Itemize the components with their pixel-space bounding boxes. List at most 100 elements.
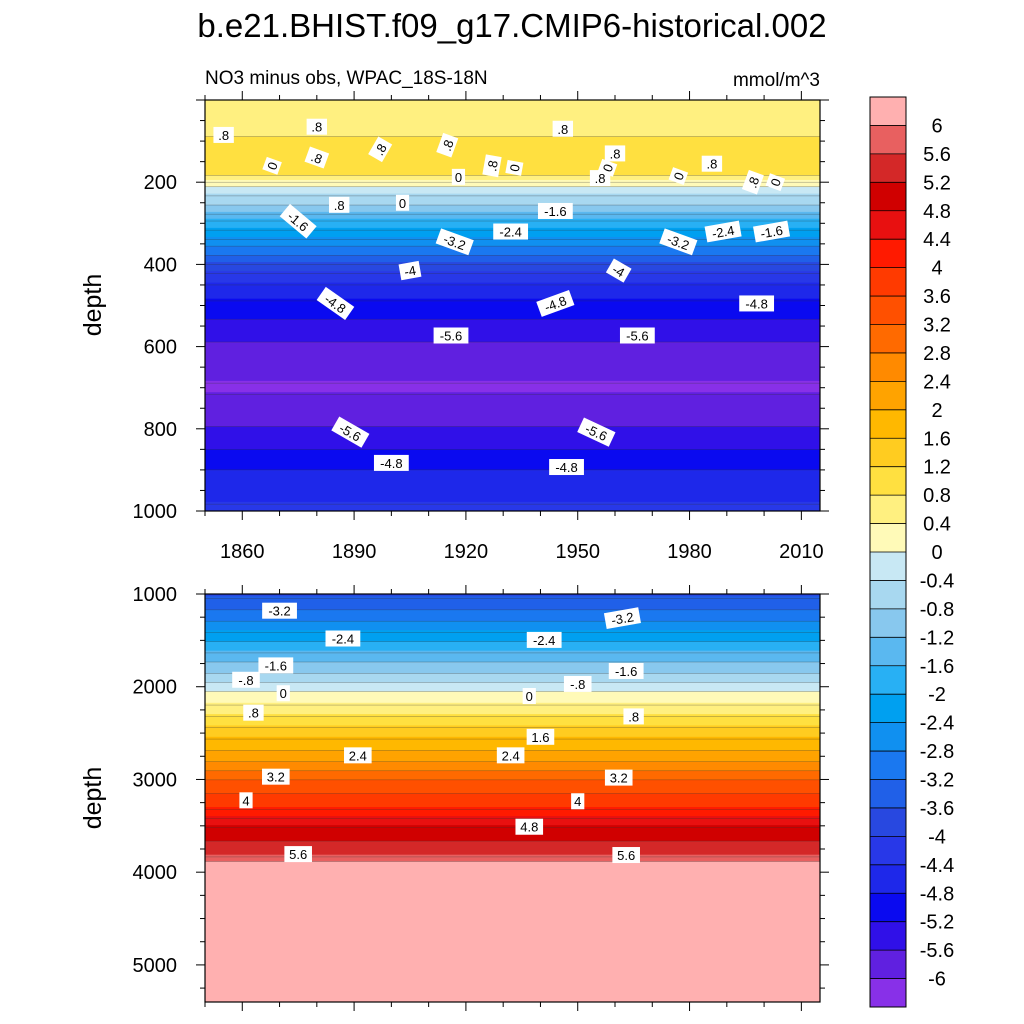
depth-band — [205, 918, 820, 921]
depth-band — [205, 684, 820, 688]
depth-band — [205, 596, 820, 600]
depth-band — [205, 289, 820, 293]
colorbar-swatch — [870, 296, 906, 325]
depth-band — [205, 634, 820, 638]
depth-band — [205, 977, 820, 980]
contour-label: .8 — [589, 170, 611, 187]
colorbar-swatch — [870, 807, 906, 837]
depth-band — [205, 179, 820, 183]
colorbar-swatch — [870, 580, 906, 610]
depth-band — [205, 922, 820, 926]
depth-band — [205, 442, 820, 446]
depth-band — [205, 109, 820, 113]
contour-label-box — [436, 132, 459, 158]
depth-band — [205, 330, 820, 334]
depth-band — [205, 986, 820, 989]
depth-band — [205, 686, 820, 690]
depth-band — [205, 314, 820, 318]
depth-band — [205, 709, 820, 713]
depth-band — [205, 881, 820, 885]
depth-band — [205, 428, 820, 432]
depth-band — [205, 732, 820, 736]
contour-label-box — [304, 146, 330, 169]
colorbar-label: 3.6 — [923, 286, 951, 308]
depth-band — [205, 909, 820, 912]
depth-band — [205, 312, 820, 316]
depth-band — [205, 630, 820, 634]
depth-band — [205, 157, 820, 160]
contour-label-box — [536, 289, 575, 317]
upper-panel-axes: 200 400 600 800 1000 1860 1890 1920 1950 1980 2010 — [133, 91, 829, 563]
depth-band — [205, 764, 820, 767]
depth-band — [205, 727, 820, 731]
colorbar-swatch — [870, 921, 906, 951]
contour-label: .8 — [482, 154, 502, 178]
x-tick-label: 1860 — [220, 541, 265, 563]
depth-band — [205, 847, 820, 851]
depth-band — [205, 623, 820, 627]
contour-label: .8 — [604, 145, 626, 162]
depth-band — [205, 657, 820, 661]
depth-band — [205, 934, 820, 937]
subtitle-left: NO3 minus obs, WPAC_18S-18N — [205, 68, 488, 89]
contour-label-text: -2.4 — [533, 633, 555, 648]
depth-band — [205, 900, 820, 903]
depth-band — [205, 431, 820, 434]
contour-label-box — [765, 173, 786, 192]
depth-band — [205, 682, 820, 686]
depth-band — [205, 284, 820, 288]
contour-label: 4 — [571, 793, 585, 810]
depth-band — [205, 268, 820, 272]
contour-label-box — [619, 327, 655, 344]
depth-band — [205, 673, 820, 677]
depth-band — [205, 972, 820, 976]
depth-band — [205, 745, 820, 749]
depth-band — [205, 419, 820, 423]
contour-label: 0 — [597, 158, 618, 177]
depth-band — [205, 786, 820, 790]
depth-band — [205, 104, 820, 108]
contour-label-box — [493, 223, 529, 240]
contour-label-text: -4.8 — [555, 460, 577, 475]
depth-band — [205, 893, 820, 897]
depth-band — [205, 129, 820, 133]
depth-band — [205, 458, 820, 462]
contour-label-box — [563, 675, 592, 692]
depth-band — [205, 859, 820, 863]
depth-band — [205, 716, 820, 720]
colorbar-swatch — [870, 210, 906, 240]
depth-band — [205, 417, 820, 421]
colorbar-swatch — [870, 637, 906, 667]
depth-band — [205, 154, 820, 158]
depth-band — [205, 252, 820, 256]
contour-label-box — [279, 203, 317, 239]
colorbar-label: 0.8 — [923, 485, 951, 507]
lower-y-axis-label: depth — [79, 767, 107, 830]
y-tick-label: 1000 — [133, 501, 178, 523]
depth-band — [205, 294, 820, 297]
depth-band — [205, 879, 820, 883]
contour-label-box — [232, 671, 260, 688]
x-tick-label: 2010 — [779, 541, 824, 563]
contour-label-text: .8 — [439, 138, 457, 153]
depth-band — [205, 632, 820, 636]
depth-band — [205, 652, 820, 656]
depth-band — [205, 992, 820, 996]
depth-band — [205, 115, 820, 119]
contour-label-box — [325, 630, 361, 647]
contour-label-box — [373, 454, 409, 471]
contour-label-text: .8 — [744, 175, 762, 190]
depth-band — [205, 479, 820, 482]
depth-band — [205, 773, 820, 776]
depth-band — [205, 843, 820, 847]
depth-band — [205, 841, 820, 844]
lower-depth-panel: -3.2 -3.2 -2.4 -2.4 -1.6 -1.6 -.8 -.8 0 0 .8 .8 1.6 2… — [79, 584, 829, 1011]
depth-band — [205, 485, 820, 489]
contour-label: -4 — [605, 258, 632, 283]
contour-label-box — [505, 159, 524, 176]
depth-band — [205, 936, 820, 940]
depth-band — [205, 198, 820, 202]
colorbar-label: 3.2 — [923, 315, 951, 337]
depth-band — [205, 696, 820, 699]
